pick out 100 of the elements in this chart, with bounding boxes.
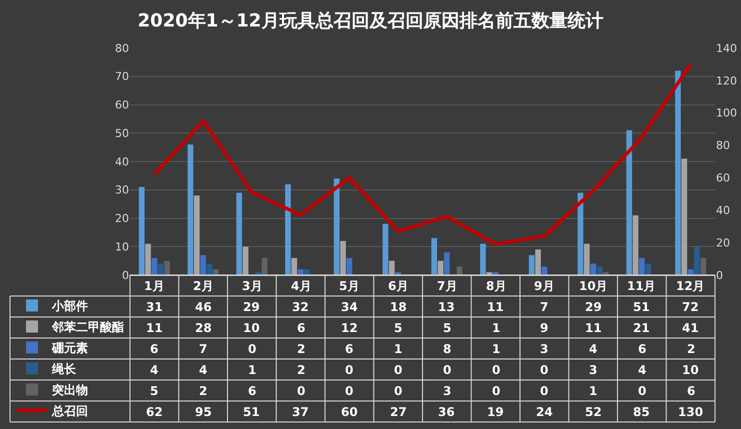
data-label: 0 — [540, 363, 548, 377]
x-tick-label: 5月 — [339, 279, 360, 293]
chart-title: 2020年1～12月玩具总召回及召回原因排名前五数量统计 — [138, 10, 604, 32]
legend-label: 总召回 — [51, 404, 88, 418]
bar — [535, 249, 541, 275]
data-label: 85 — [633, 405, 650, 419]
data-label: 2 — [199, 384, 208, 398]
data-label: 7 — [199, 342, 208, 356]
y2-tick-label: 0 — [716, 268, 723, 282]
data-label: 0 — [345, 363, 354, 377]
bar — [431, 238, 438, 275]
data-label: 34 — [341, 300, 358, 314]
data-label: 3 — [589, 363, 598, 377]
bar — [188, 144, 194, 275]
data-label: 11 — [146, 321, 163, 335]
x-tick-label: 12月 — [676, 279, 705, 293]
data-label: 1 — [492, 321, 500, 335]
bar — [578, 192, 584, 275]
data-label: 10 — [682, 363, 699, 377]
bar — [694, 246, 700, 275]
x-tick-label: 3月 — [242, 279, 262, 293]
bar — [645, 264, 652, 275]
y2-tick-label: 40 — [716, 204, 730, 217]
data-label: 3 — [540, 342, 548, 356]
legend-label: 邻苯二甲酸酯 — [51, 320, 124, 334]
x-tick-label: 11月 — [627, 279, 656, 293]
bar — [528, 255, 535, 275]
line-series — [152, 62, 692, 246]
data-label: 0 — [297, 384, 306, 398]
data-label: 7 — [540, 300, 548, 314]
data-label: 6 — [150, 342, 158, 356]
data-label: 32 — [292, 300, 309, 314]
y2-tick-label: 60 — [716, 172, 730, 185]
data-label: 4 — [199, 363, 208, 377]
y-tick-label: 30 — [115, 184, 129, 197]
bar — [262, 258, 268, 275]
y-tick-label: 50 — [115, 126, 129, 140]
bar — [438, 260, 444, 275]
bar — [340, 240, 346, 275]
bar — [632, 215, 638, 275]
data-label: 5 — [150, 384, 158, 398]
legend-label: 小部件 — [51, 299, 88, 314]
bar — [138, 187, 145, 275]
legend-label: 硼元素 — [51, 341, 88, 356]
data-label: 130 — [678, 405, 704, 419]
y-tick-label: 20 — [115, 212, 129, 226]
data-label: 60 — [341, 405, 358, 419]
legend-label: 突出物 — [51, 383, 88, 398]
data-label: 0 — [638, 384, 646, 398]
x-tick-label: 4月 — [291, 279, 312, 293]
data-label: 52 — [585, 405, 602, 419]
y-tick-label: 10 — [115, 240, 129, 254]
data-label: 0 — [492, 363, 500, 377]
y-tick-label: 80 — [115, 42, 129, 55]
bar — [304, 269, 310, 275]
data-label: 27 — [390, 405, 407, 419]
bar — [145, 244, 151, 275]
y2-tick-label: 120 — [716, 74, 737, 88]
bar — [152, 258, 158, 275]
bar — [164, 260, 170, 275]
data-label: 12 — [341, 321, 358, 335]
data-label: 6 — [345, 342, 354, 356]
data-label: 6 — [687, 384, 696, 398]
bar — [596, 266, 602, 275]
data-label: 29 — [585, 300, 602, 314]
data-label: 13 — [438, 300, 455, 314]
data-label: 6 — [638, 342, 646, 356]
data-label: 0 — [394, 363, 402, 377]
bar — [584, 244, 590, 275]
data-label: 31 — [146, 300, 163, 314]
bar — [456, 266, 462, 275]
x-tick-label: 1月 — [144, 279, 164, 293]
y-tick-label: 40 — [115, 155, 129, 168]
bar — [675, 70, 681, 275]
data-label: 72 — [682, 300, 699, 314]
x-tick-label: 9月 — [534, 279, 554, 293]
bar — [200, 255, 206, 275]
data-label: 18 — [390, 300, 407, 314]
bar — [236, 192, 242, 275]
data-label: 1 — [394, 342, 402, 356]
data-label: 46 — [195, 300, 212, 314]
bar — [388, 260, 395, 275]
bar — [700, 258, 706, 275]
bar — [334, 178, 340, 275]
x-tick-label: 2月 — [193, 279, 214, 293]
legend-label: 绳长 — [51, 362, 77, 376]
data-label: 2 — [297, 363, 306, 377]
x-tick-label: 8月 — [486, 279, 506, 293]
bar — [194, 196, 200, 275]
bar — [346, 258, 352, 275]
bar — [542, 266, 548, 275]
bar — [480, 244, 486, 275]
data-label: 6 — [297, 321, 306, 335]
data-label: 8 — [443, 342, 452, 356]
bar — [590, 264, 596, 275]
x-tick-label: 10月 — [579, 279, 608, 293]
data-label: 2 — [687, 342, 696, 356]
data-label: 21 — [633, 321, 650, 335]
data-label: 2 — [297, 342, 306, 356]
data-label: 10 — [243, 321, 260, 335]
